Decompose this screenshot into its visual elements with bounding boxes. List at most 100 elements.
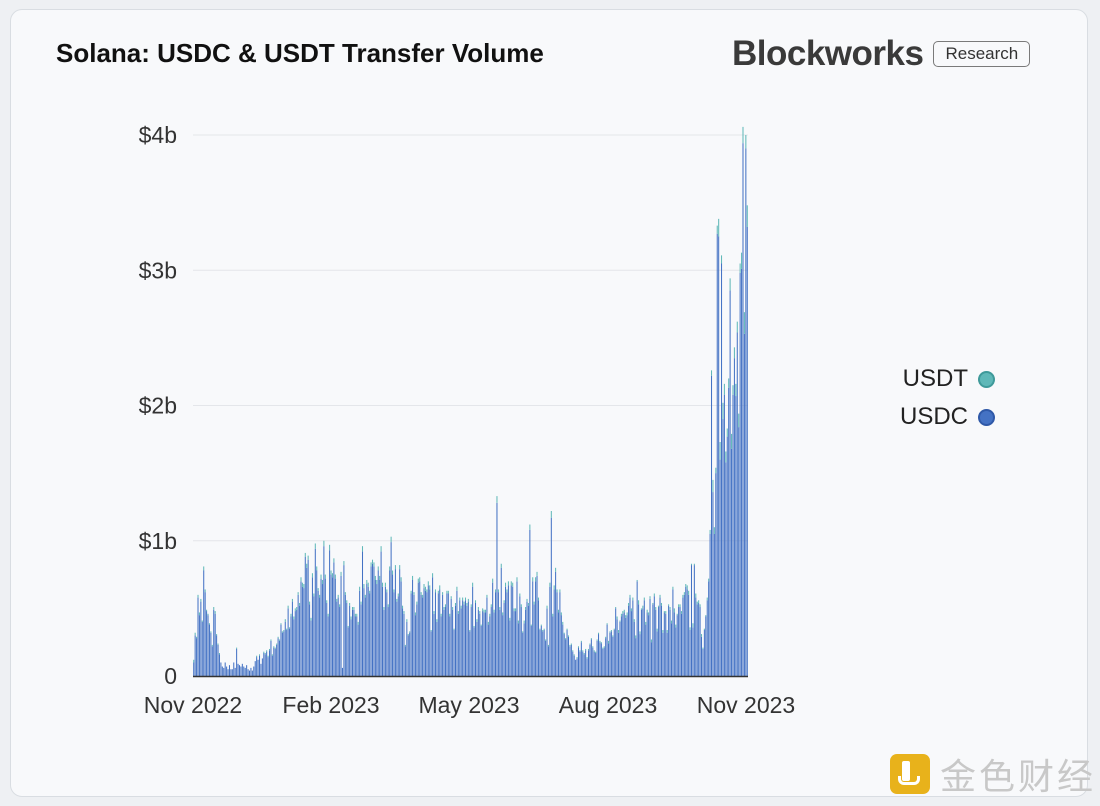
bar-usdt: [264, 653, 266, 655]
bar-usdt: [648, 612, 650, 616]
bar-usdc: [567, 636, 569, 676]
bar-usdc: [547, 646, 549, 676]
bar-usdc: [517, 623, 519, 676]
bar-usdc: [234, 667, 236, 676]
bar-usdt: [520, 604, 522, 608]
bar-usdt: [739, 263, 741, 273]
bar-usdt: [434, 589, 436, 593]
bar-usdt: [658, 605, 660, 608]
bar-usdc: [317, 590, 319, 676]
bar-usdc: [414, 615, 416, 676]
bar-usdt: [708, 578, 710, 582]
y-tick-label: 0: [164, 663, 177, 689]
bar-usdc: [216, 635, 218, 676]
bar-usdt: [363, 584, 365, 589]
bar-usdc: [440, 616, 442, 676]
bar-usdc: [274, 648, 276, 676]
bar-usdt: [403, 611, 405, 614]
bar-usdc: [372, 563, 374, 676]
bar-usdc: [705, 616, 707, 676]
bar-usdc: [390, 542, 392, 676]
bar-usdc: [493, 612, 495, 676]
bar-usdc: [326, 602, 328, 676]
bar-usdc: [194, 635, 196, 676]
bar-usdc: [351, 609, 354, 676]
bar-usdc: [513, 611, 515, 676]
bar-usdt: [732, 385, 734, 395]
bar-usdt: [393, 589, 395, 593]
bar-usdt: [394, 565, 396, 570]
bar-usdc: [645, 624, 647, 676]
bar-usdc: [266, 651, 268, 676]
bar-usdc: [251, 670, 253, 676]
bar-usdt: [587, 648, 590, 651]
bar-usdt: [620, 613, 622, 617]
bar-usdc: [296, 609, 298, 676]
bar-usdc: [361, 551, 364, 676]
bar-usdt: [280, 623, 282, 625]
bar-usdt: [383, 607, 385, 610]
bar-usdc: [377, 570, 379, 676]
bar-usdc: [495, 592, 497, 676]
bar-usdc: [692, 627, 694, 676]
bar-usdt: [314, 543, 316, 549]
bar-usdt: [716, 225, 718, 234]
bar-usdc: [643, 600, 645, 676]
bar-usdc: [715, 473, 717, 677]
bar-usdc: [506, 592, 508, 676]
x-tick-label: Nov 2023: [697, 692, 795, 718]
bar-usdt: [399, 565, 401, 570]
bar-usdt: [430, 630, 432, 632]
bar-usdc: [200, 601, 202, 676]
bar-usdt: [299, 602, 301, 606]
bar-usdt: [525, 607, 527, 610]
bar-usdt: [336, 598, 338, 602]
bar-usdt: [662, 630, 664, 633]
bar-usdt: [311, 573, 313, 578]
y-tick-label: $4b: [139, 122, 177, 148]
bar-usdt: [678, 604, 680, 608]
bar-usdc: [462, 600, 464, 676]
bar-usdc: [695, 597, 697, 676]
bar-usdt: [633, 619, 635, 622]
bar-usdt: [374, 575, 376, 580]
bar-usdt: [429, 585, 431, 590]
legend-item-usdt[interactable]: USDT: [900, 360, 996, 398]
legend-item-usdc[interactable]: USDC: [900, 398, 996, 436]
bar-usdc: [537, 600, 539, 676]
bar-usdc: [701, 636, 703, 676]
bar-usdc: [301, 586, 303, 676]
bar-usdc: [689, 630, 691, 676]
bar-usdt: [718, 218, 720, 237]
bar-usdc: [349, 605, 351, 676]
bar-usdt: [670, 620, 672, 624]
bar-usdt: [200, 598, 202, 602]
bar-usdc: [208, 624, 210, 676]
bar-usdt: [660, 602, 662, 606]
bar-usdt: [593, 650, 595, 652]
bar-usdc: [480, 625, 482, 676]
bar-usdt: [582, 650, 584, 652]
bar-usdc: [449, 616, 451, 676]
bar-usdt: [310, 617, 312, 621]
bar-usdc: [340, 575, 342, 676]
bar-usdt: [213, 607, 215, 610]
bar-usdt: [303, 584, 305, 589]
bar-usdc: [648, 615, 650, 676]
bar-usdc: [540, 625, 542, 676]
bar-usdt: [492, 578, 494, 583]
bar-usdc: [655, 609, 657, 676]
bar-usdt: [552, 613, 554, 617]
bar-usdc: [556, 592, 558, 676]
bar-usdt: [300, 577, 302, 582]
bar-usdt: [423, 584, 425, 589]
bar-usdt: [595, 651, 597, 653]
bar-usdc: [653, 596, 655, 676]
bar-usdc: [563, 634, 565, 676]
bar-usdc: [522, 632, 524, 676]
bar-usdt: [569, 644, 571, 647]
bar-usdt: [419, 577, 421, 582]
bar-usdc: [519, 596, 521, 676]
bar-usdc: [535, 581, 537, 676]
bar-usdt: [577, 646, 580, 648]
